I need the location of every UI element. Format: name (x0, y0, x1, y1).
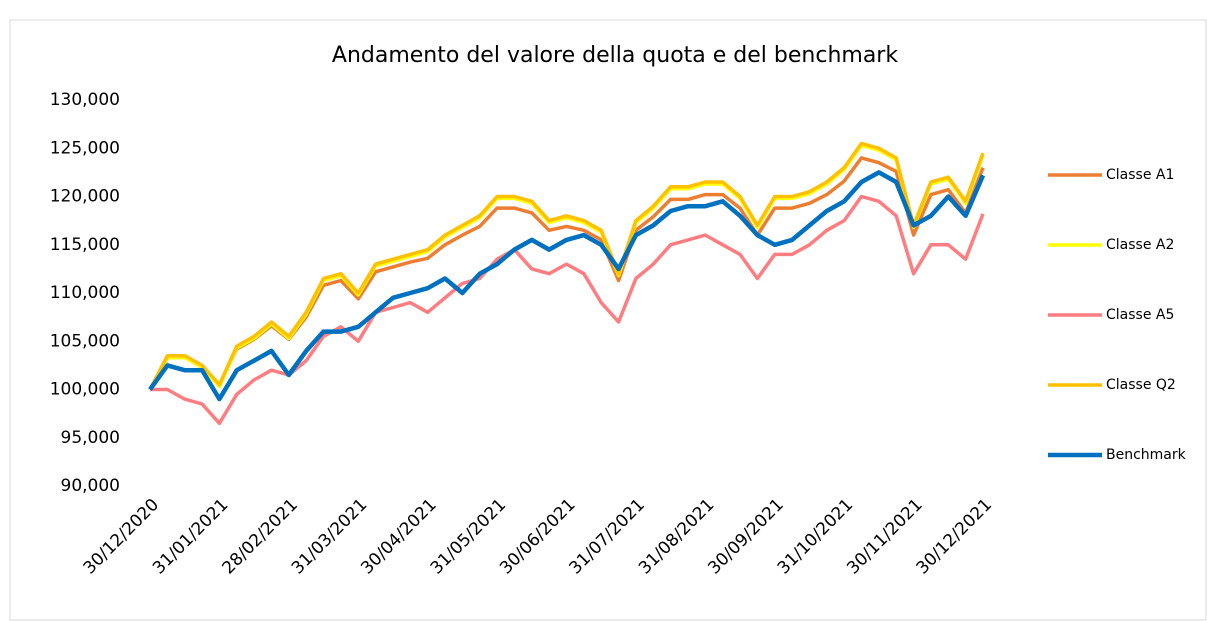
legend-label: Classe A2 (1106, 237, 1174, 253)
series-line (148, 170, 986, 402)
chart-title: Andamento del valore della quota e del b… (332, 43, 898, 68)
y-tick-label: 125,000 (50, 138, 120, 158)
y-tick-label: 105,000 (50, 331, 120, 351)
y-tick-label: 110,000 (50, 283, 120, 303)
legend-label: Classe A5 (1106, 307, 1174, 323)
legend-label: Classe A1 (1106, 167, 1174, 183)
y-tick-label: 90,000 (61, 476, 120, 496)
y-tick-label: 95,000 (61, 428, 120, 448)
y-tick-label: 115,000 (50, 235, 120, 255)
legend-label: Benchmark (1106, 447, 1187, 463)
y-tick-label: 130,000 (50, 90, 120, 110)
y-tick-label: 100,000 (50, 380, 120, 400)
chart-frame (9, 19, 1207, 621)
series-line (148, 141, 985, 391)
y-tick-label: 120,000 (50, 187, 120, 207)
legend-label: Classe Q2 (1106, 377, 1176, 393)
